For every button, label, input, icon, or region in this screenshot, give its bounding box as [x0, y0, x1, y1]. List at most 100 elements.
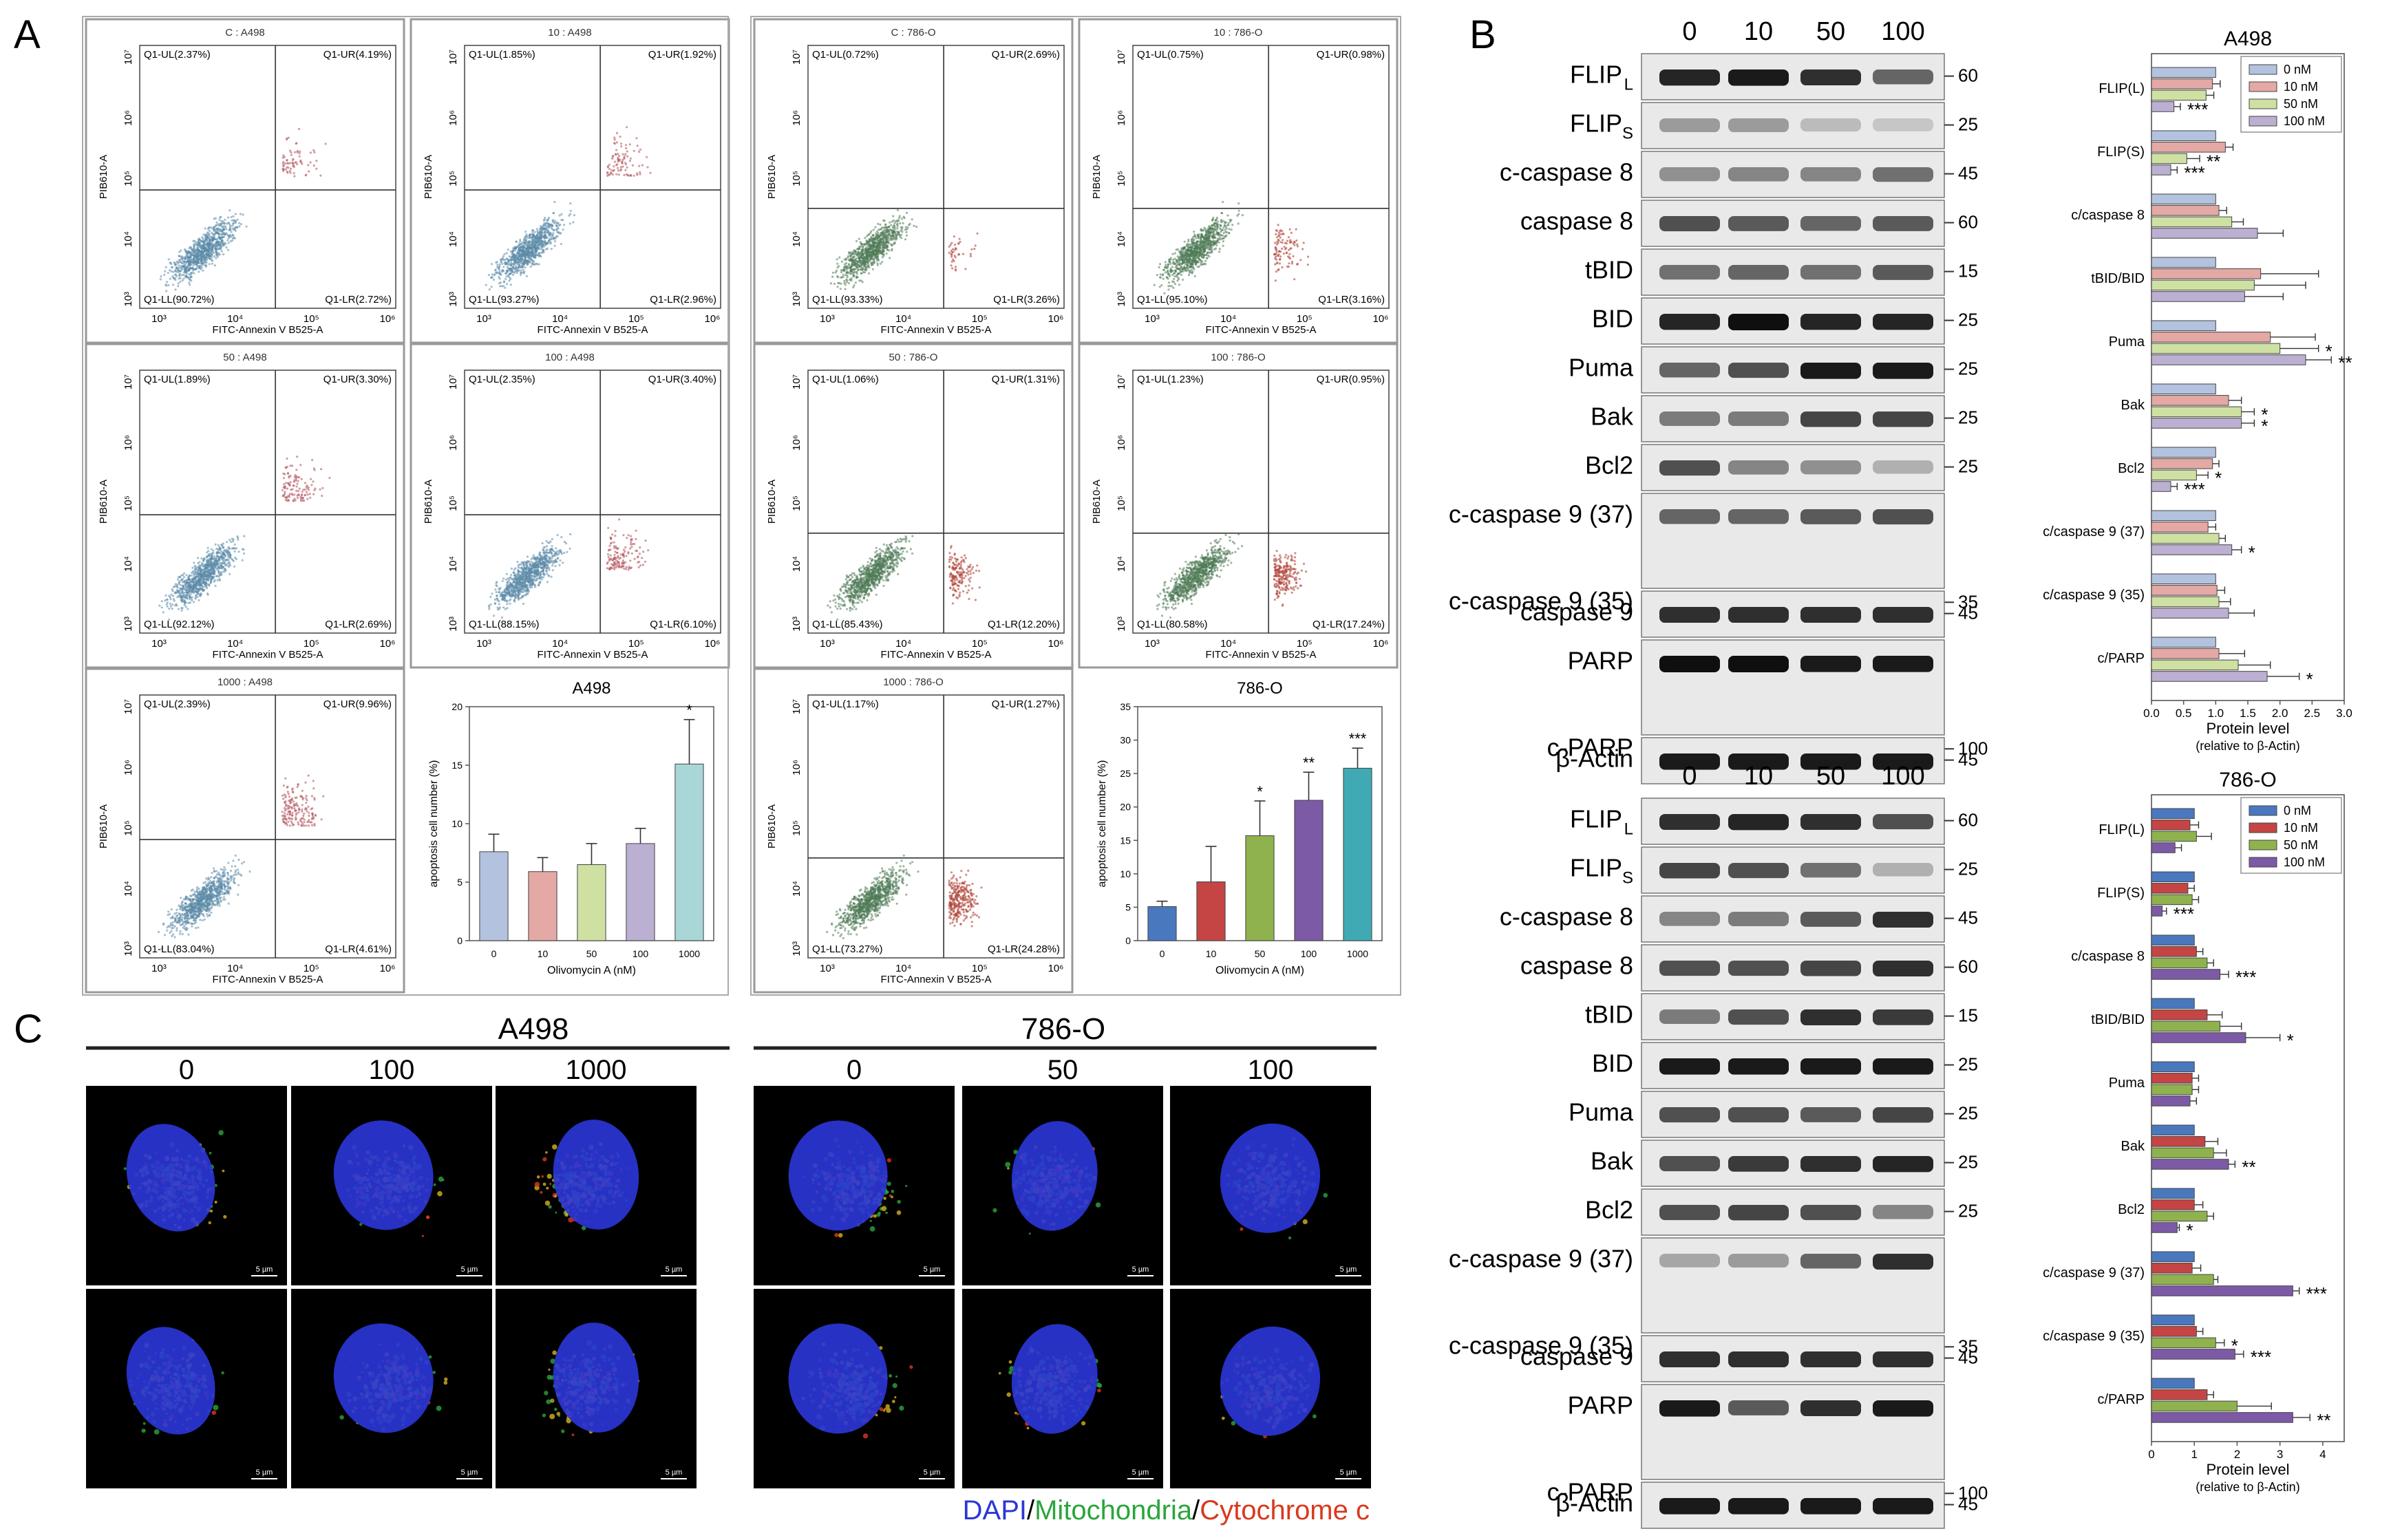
scatter-event	[297, 480, 299, 482]
scatter-event	[204, 884, 207, 886]
scatter-event	[299, 159, 302, 162]
scatter-event	[188, 247, 191, 250]
scatter-event	[606, 562, 608, 565]
scatter-event	[210, 580, 213, 583]
scatter-event	[198, 257, 200, 260]
scatter-event	[205, 563, 209, 566]
scatter-event	[189, 246, 192, 249]
scatter-event	[516, 560, 519, 564]
scatter-event	[488, 608, 491, 610]
scatter-event	[167, 258, 170, 261]
scatter-event	[518, 248, 520, 250]
scatter-event	[636, 145, 639, 147]
x-axis-label: FITC-Annexin V B525-A	[213, 649, 323, 661]
scatter-event	[218, 218, 221, 221]
scatter-event	[192, 239, 195, 242]
scatter-event	[309, 151, 312, 154]
scatter-event	[210, 881, 213, 884]
scatter-event	[539, 235, 542, 238]
scatter-event	[517, 577, 520, 579]
scatter-event	[535, 252, 538, 255]
scatter-event	[538, 252, 541, 255]
scatter-event	[180, 607, 183, 610]
scatter-event	[555, 235, 557, 238]
scatter-event	[487, 274, 490, 277]
scatter-event	[236, 535, 239, 538]
scatter-event	[520, 573, 523, 576]
scatter-event	[513, 599, 516, 601]
scatter-event	[173, 912, 176, 915]
scatter-event	[613, 561, 616, 564]
x-tick-label: 10⁵	[304, 313, 319, 325]
scatter-event	[615, 559, 618, 562]
scatter-event	[617, 169, 619, 172]
scatter-event	[180, 261, 183, 264]
scatter-event	[293, 164, 295, 167]
scatter-event	[298, 487, 301, 490]
scatter-event	[206, 890, 209, 893]
scatter-event	[568, 222, 571, 225]
scatter-event	[312, 480, 315, 483]
scatter-event	[520, 561, 523, 564]
scatter-event	[213, 555, 215, 557]
scatter-event	[195, 904, 198, 907]
scatter-event	[215, 870, 218, 873]
scatter-event	[310, 478, 312, 480]
scatter-event	[504, 599, 507, 602]
scatter-event	[248, 870, 251, 873]
scatter-event	[191, 571, 193, 575]
scatter-event	[498, 282, 501, 285]
scatter-event	[503, 253, 506, 255]
scatter-event	[617, 173, 620, 176]
scatter-event	[226, 871, 229, 875]
scatter-event	[284, 473, 286, 475]
scatter-event	[224, 225, 226, 228]
scatter-event	[203, 903, 206, 906]
scatter-event	[642, 550, 645, 553]
scatter-event	[553, 240, 556, 243]
y-tick-label: 10⁴	[447, 231, 459, 247]
scatter-event	[217, 881, 220, 884]
scatter-event	[218, 904, 221, 907]
scatter-event	[505, 275, 508, 278]
scatter-event	[194, 566, 197, 568]
scatter-event	[238, 225, 241, 228]
scatter-event	[296, 163, 299, 166]
scatter-event	[215, 237, 218, 240]
scatter-event	[224, 218, 226, 221]
x-tick-label: 10³	[476, 638, 491, 650]
scatter-event	[512, 577, 515, 580]
scatter-event	[295, 478, 297, 480]
scatter-event	[633, 557, 636, 560]
scatter-event	[628, 143, 631, 146]
scatter-event	[549, 224, 552, 226]
scatter-event	[513, 264, 516, 266]
scatter-event	[292, 499, 295, 502]
scatter-event	[198, 254, 201, 257]
scatter-event	[623, 155, 626, 158]
scatter-event	[198, 901, 200, 904]
scatter-event	[509, 598, 512, 601]
scatter-event	[210, 911, 213, 914]
y-axis-label: PIB610-A	[98, 155, 109, 199]
scatter-event	[179, 280, 182, 283]
scatter-event	[516, 573, 518, 575]
scatter-event	[193, 568, 196, 570]
scatter-event	[208, 887, 211, 890]
scatter-event	[184, 912, 187, 915]
scatter-event	[607, 553, 610, 556]
scatter-event	[215, 562, 219, 565]
scatter-event	[516, 257, 519, 260]
scatter-event	[554, 565, 557, 568]
scatter-event	[240, 874, 243, 877]
scatter-event	[224, 554, 227, 557]
scatter-event	[506, 607, 509, 610]
y-axis-label: PIB610-A	[423, 155, 434, 199]
quadrant-label-lr: Q1-LR(2.96%)	[650, 294, 716, 306]
scatter-event	[321, 486, 324, 489]
scatter-event	[607, 555, 610, 558]
scatter-event	[163, 273, 166, 276]
scatter-event	[572, 221, 575, 224]
scatter-event	[180, 901, 183, 904]
scatter-event	[219, 562, 222, 564]
